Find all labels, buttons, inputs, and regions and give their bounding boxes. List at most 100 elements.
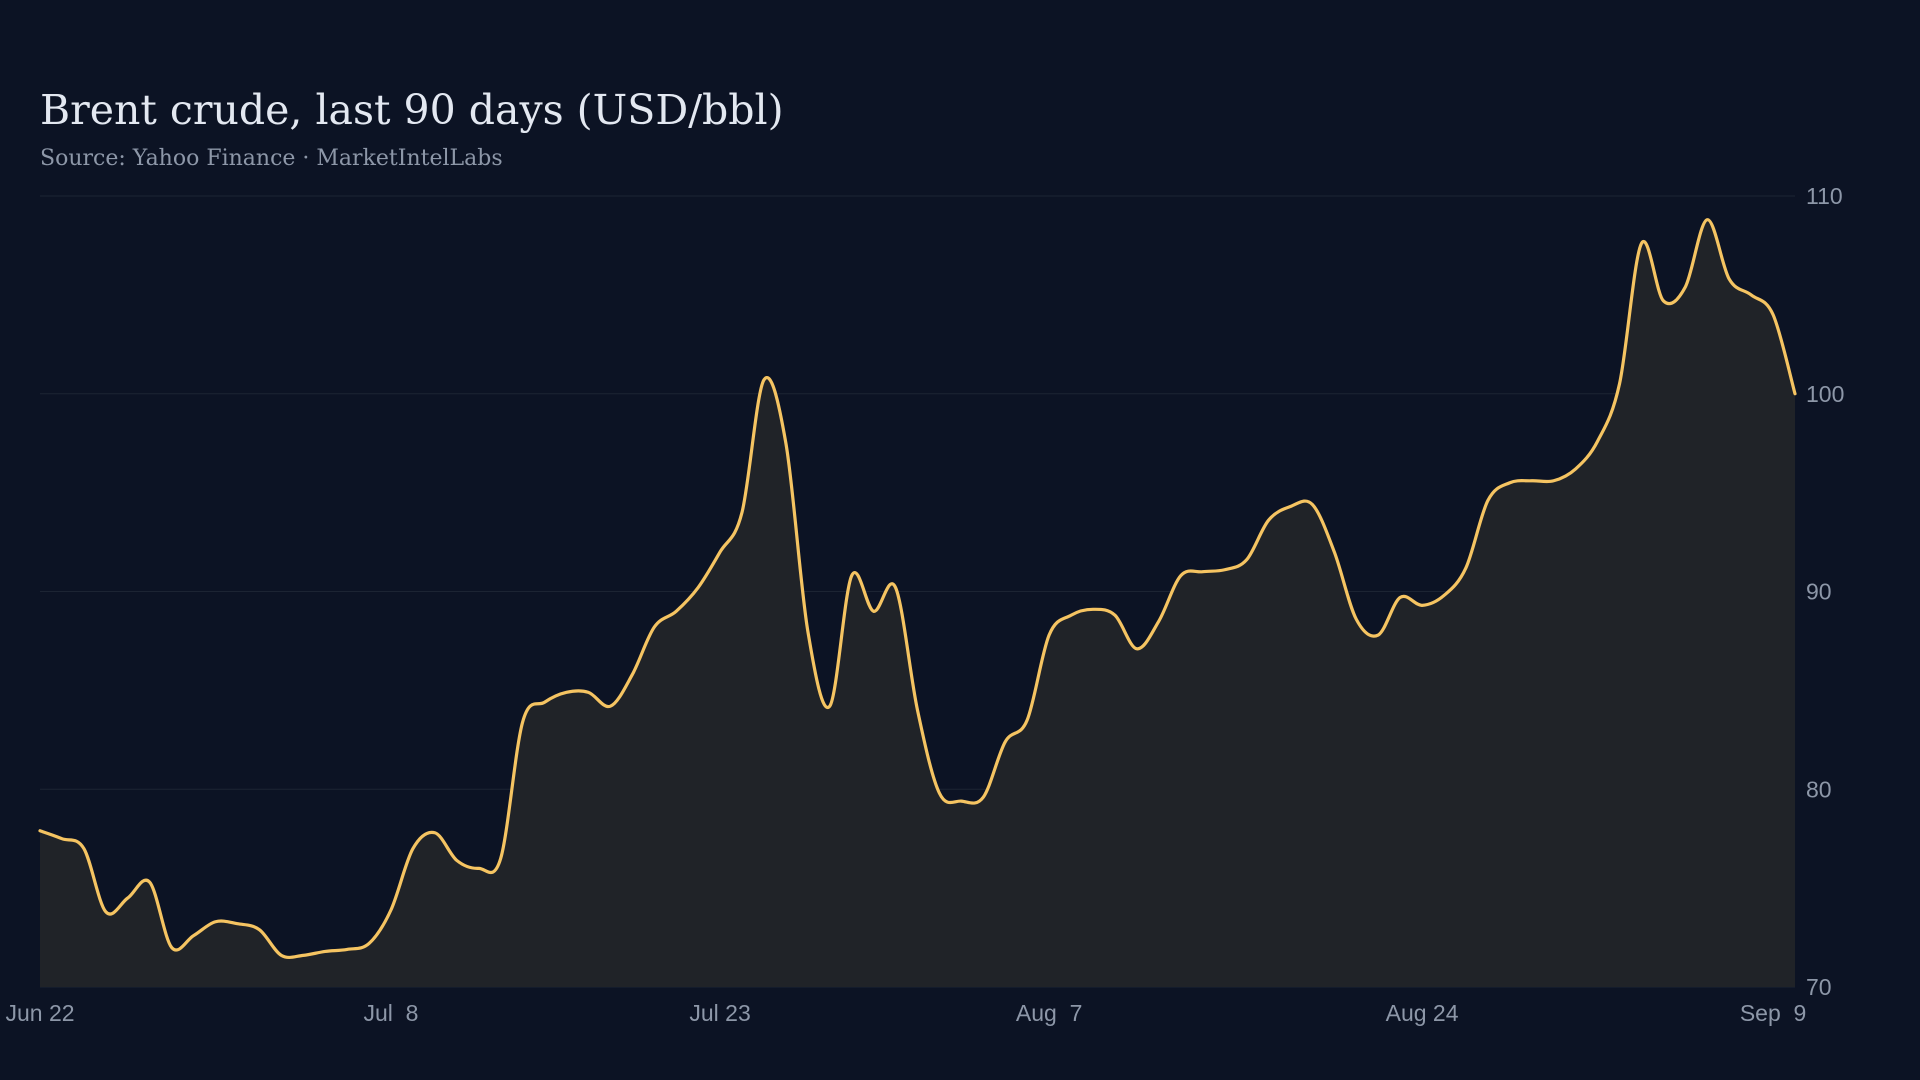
data-point <box>214 920 218 924</box>
data-point <box>1003 740 1007 744</box>
data-point <box>104 910 108 914</box>
data-point <box>740 510 744 514</box>
data-point <box>1661 299 1665 303</box>
y-tick-label: 80 <box>1806 776 1832 802</box>
data-point <box>82 847 86 851</box>
data-point <box>1354 617 1358 621</box>
data-point <box>148 880 152 884</box>
data-point <box>1596 439 1600 443</box>
area-layer <box>40 219 1795 987</box>
data-point <box>455 858 459 862</box>
data-point <box>1288 504 1292 508</box>
data-point <box>1310 502 1314 506</box>
data-point <box>1223 568 1227 572</box>
data-point <box>1245 558 1249 562</box>
data-point <box>192 934 196 938</box>
y-tick-label: 70 <box>1806 974 1832 1000</box>
data-point <box>1420 603 1424 607</box>
x-tick-label: Jun 22 <box>5 1000 74 1026</box>
data-point <box>806 629 810 633</box>
data-point <box>1705 218 1709 222</box>
data-point <box>937 791 941 795</box>
x-tick-label: Jul 8 <box>364 1000 419 1026</box>
data-point <box>1267 518 1271 522</box>
data-point <box>1639 241 1643 245</box>
data-point <box>565 690 569 694</box>
area-fill <box>40 219 1795 987</box>
y-tick-label: 110 <box>1806 183 1843 209</box>
data-point <box>235 922 239 926</box>
data-point <box>959 799 963 803</box>
x-tick-label: Aug 7 <box>1016 1000 1083 1026</box>
data-point <box>323 949 327 953</box>
x-tick-label: Sep 9 <box>1740 1000 1807 1026</box>
data-point <box>1376 633 1380 637</box>
data-point <box>1179 574 1183 578</box>
data-point <box>279 953 283 957</box>
data-point <box>586 690 590 694</box>
data-point <box>1508 481 1512 485</box>
chart-title: Brent crude, last 90 days (USD/bbl) <box>40 86 784 134</box>
data-point <box>1552 479 1556 483</box>
data-point <box>257 928 261 932</box>
data-point <box>916 708 920 712</box>
data-point <box>1047 633 1051 637</box>
x-tick-label: Aug 24 <box>1386 1000 1459 1026</box>
data-point <box>301 953 305 957</box>
data-point <box>126 896 130 900</box>
data-point <box>674 609 678 613</box>
y-tick-label: 90 <box>1806 579 1832 605</box>
data-point <box>1135 647 1139 651</box>
data-point <box>499 856 503 860</box>
data-point <box>1091 607 1095 611</box>
data-point <box>608 704 612 708</box>
data-point <box>652 625 656 629</box>
x-tick-label: Jul 23 <box>689 1000 750 1026</box>
y-tick-label: 100 <box>1806 381 1844 407</box>
data-point <box>1201 570 1205 574</box>
data-point <box>1530 479 1534 483</box>
data-point <box>1793 392 1797 396</box>
series-line <box>38 218 1797 960</box>
chart-subtitle: Source: Yahoo Finance · MarketIntelLabs <box>40 146 503 171</box>
data-point <box>718 550 722 554</box>
data-point <box>1464 566 1468 570</box>
y-axis-ticks: 70 80 90 100 110 <box>1806 183 1844 1000</box>
data-point <box>389 908 393 912</box>
data-point <box>1749 293 1753 297</box>
data-point <box>1574 467 1578 471</box>
data-point <box>894 586 898 590</box>
data-point <box>345 947 349 951</box>
data-point <box>981 795 985 799</box>
data-point <box>170 945 174 949</box>
data-point <box>1618 382 1622 386</box>
data-point <box>1332 550 1336 554</box>
data-point <box>1025 718 1029 722</box>
data-point <box>850 574 854 578</box>
data-point <box>630 673 634 677</box>
data-point <box>477 866 481 870</box>
data-point <box>1771 313 1775 317</box>
data-point <box>828 704 832 708</box>
data-point <box>411 847 415 851</box>
data-point <box>1113 613 1117 617</box>
line-layer <box>38 218 1797 960</box>
data-point <box>367 941 371 945</box>
data-point <box>1069 613 1073 617</box>
x-axis-ticks: Jun 22 Jul 8 Jul 23 Aug 7 Aug 24 Sep 9 <box>5 1000 1806 1026</box>
data-point <box>872 609 876 613</box>
data-point <box>433 831 437 835</box>
data-point <box>1398 595 1402 599</box>
data-point <box>1442 593 1446 597</box>
data-point <box>696 586 700 590</box>
data-point <box>784 441 788 445</box>
data-point <box>543 700 547 704</box>
data-point <box>1727 277 1731 281</box>
data-point <box>762 378 766 382</box>
data-point <box>1157 619 1161 623</box>
data-point <box>521 720 525 724</box>
data-point <box>1683 285 1687 289</box>
data-point <box>1486 499 1490 503</box>
